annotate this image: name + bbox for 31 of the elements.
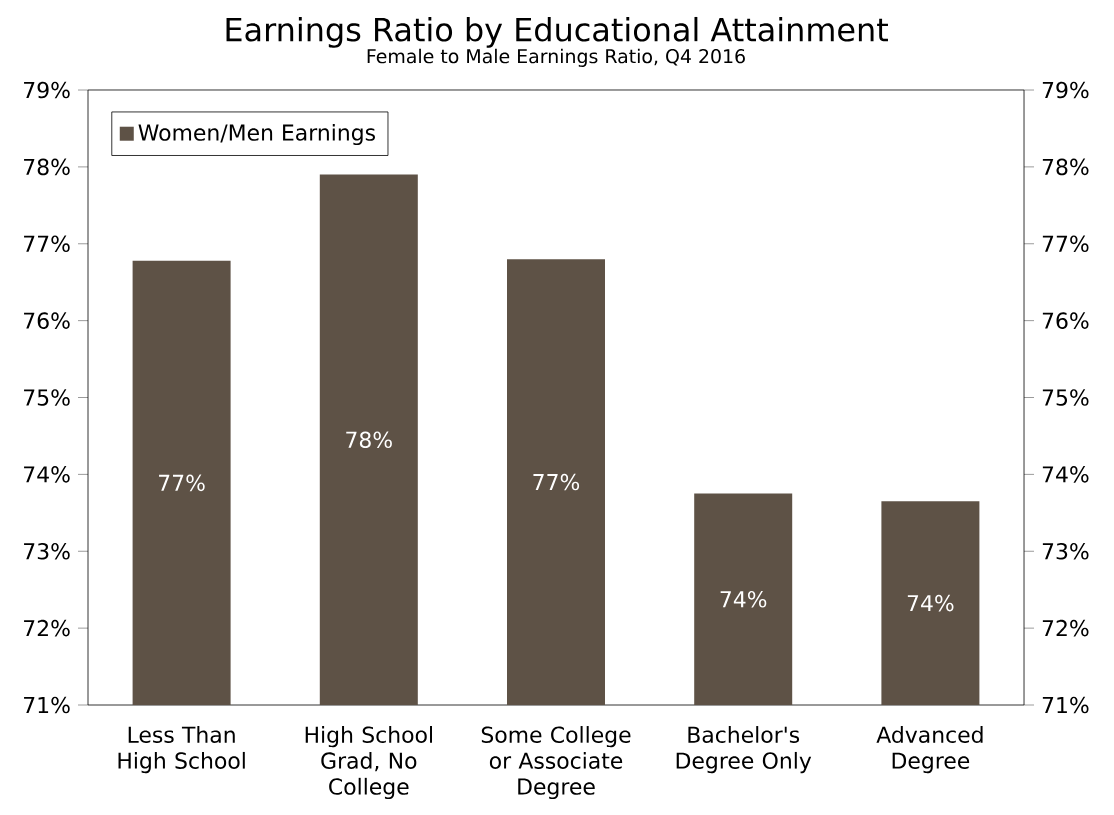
y2-tick-label: 71% (24, 696, 70, 714)
data-label: 74% (907, 594, 954, 612)
data-label: 77% (533, 473, 580, 491)
y-tick-label: 75% (1042, 389, 1089, 406)
chart-title: Earnings Ratio by Educational Attainment (226, 16, 888, 48)
chart-subtitle: Female to Male Earnings Ratio, Q4 2016 (367, 48, 745, 68)
y-tick-label: 71% (1042, 696, 1089, 714)
y-tick-label: 73% (1042, 542, 1089, 560)
y-tick-label: 72% (1042, 619, 1089, 637)
y2-tick-label: 74% (24, 466, 70, 483)
x-tick-label: High School Grad, No College (305, 726, 432, 800)
y-tick-label: 78% (1042, 158, 1089, 176)
y2-tick-label: 78% (24, 158, 70, 176)
y2-tick-label: 73% (24, 542, 70, 560)
y2-tick-label: 77% (24, 235, 70, 253)
data-label: 77% (159, 474, 205, 492)
y-tick-label: 76% (1042, 312, 1089, 329)
x-tick-label: Some College or Associate Degree (481, 726, 631, 800)
data-label: 78% (346, 431, 392, 449)
y2-tick-label: 79% (24, 81, 70, 99)
y2-tick-label: 76% (24, 312, 70, 329)
x-tick-label: Bachelor's Degree Only (676, 726, 812, 774)
y-tick-label: 79% (1042, 81, 1089, 99)
x-tick-label: Less Than High School (118, 726, 245, 774)
y-tick-label: 77% (1042, 235, 1089, 253)
x-tick-label: Advanced Degree (876, 726, 983, 774)
legend-label: Women/Men Earnings (138, 123, 375, 146)
y2-tick-label: 75% (24, 389, 70, 406)
y-tick-label: 74% (1042, 466, 1089, 483)
data-label: 74% (720, 591, 767, 608)
y2-tick-label: 72% (24, 619, 70, 637)
